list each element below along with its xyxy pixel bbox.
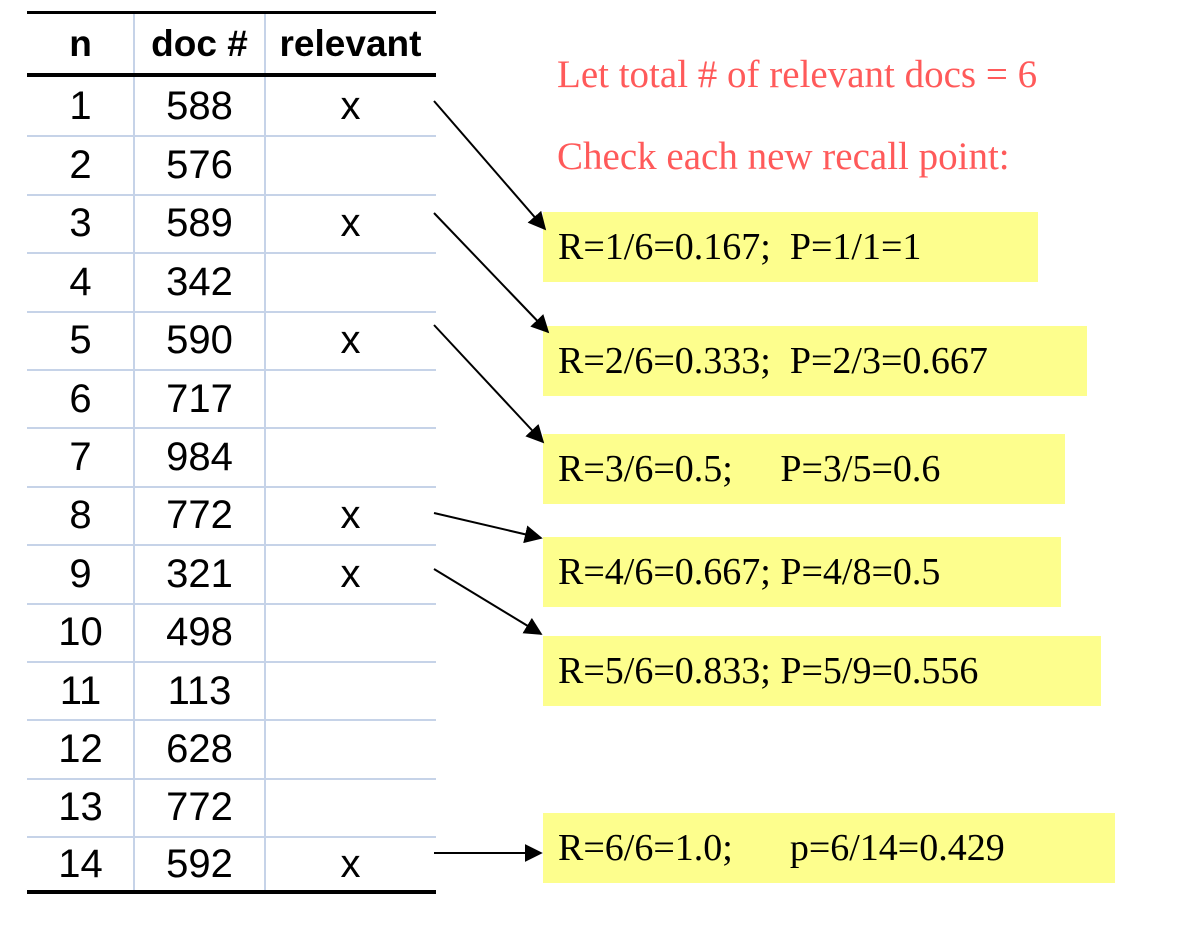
header-n: n <box>69 22 92 64</box>
cell-n: 2 <box>69 143 92 188</box>
cell-n: 5 <box>69 318 92 363</box>
cell-relevant: x <box>340 841 361 886</box>
cell-n: 9 <box>69 551 92 596</box>
arrow-row5-to-point3 <box>433 324 545 444</box>
cell-doc: 113 <box>167 668 232 713</box>
table-row: 9 321 x <box>27 544 436 603</box>
cell-doc: 772 <box>166 493 233 538</box>
cell-doc: 590 <box>166 318 233 363</box>
recall-point-5: R=5/6=0.833; P=5/9=0.556 <box>543 636 1101 706</box>
recall-point-4: R=4/6=0.667; P=4/8=0.5 <box>543 537 1061 607</box>
cell-relevant: x <box>340 83 361 128</box>
arrow-row8-to-point4 <box>433 512 543 544</box>
cell-doc: 576 <box>166 143 233 188</box>
cell-n: 3 <box>69 201 92 246</box>
table-row: 6 717 <box>27 368 436 428</box>
table-row: 10 498 <box>27 602 436 661</box>
cell-doc: 321 <box>166 551 233 596</box>
cell-doc: 342 <box>166 259 233 304</box>
check-recall-note: Check each new recall point: <box>557 135 1010 178</box>
cell-n: 7 <box>69 435 92 480</box>
cell-doc: 717 <box>166 376 233 421</box>
cell-doc: 592 <box>166 841 233 886</box>
arrow-row9-to-point5 <box>433 568 543 635</box>
table-row: 13 772 <box>27 777 436 837</box>
table-row: 1 588 x <box>27 77 436 136</box>
cell-n: 14 <box>58 841 103 886</box>
cell-doc: 628 <box>166 726 233 771</box>
cell-n: 10 <box>58 610 103 655</box>
cell-doc: 984 <box>166 435 233 480</box>
cell-n: 4 <box>69 259 92 304</box>
arrow-row3-to-point2 <box>433 212 550 334</box>
table-row: 11 113 <box>27 660 436 720</box>
cell-doc: 772 <box>166 785 233 830</box>
total-relevant-note: Let total # of relevant docs = 6 <box>557 53 1038 96</box>
cell-n: 8 <box>69 493 92 538</box>
cell-relevant: x <box>340 201 361 246</box>
table-body: 1 588 x 2 576 3 589 x 4 342 5 590 x 6 717 7 984 8 772 x 9 321… <box>27 77 436 895</box>
ranking-table: n doc # relevant 1 588 x 2 576 3 589 x 4 342 5 590 x… <box>27 11 436 895</box>
recall-point-2: R=2/6=0.333; P=2/3=0.667 <box>543 326 1087 396</box>
header-relevant: relevant <box>279 22 422 64</box>
cell-n: 13 <box>58 785 103 830</box>
table-row: 8 772 x <box>27 485 436 545</box>
table-row: 4 342 <box>27 252 436 311</box>
recall-point-6: R=6/6=1.0; p=6/14=0.429 <box>543 813 1115 883</box>
table-row: 12 628 <box>27 719 436 778</box>
cell-n: 1 <box>69 83 92 128</box>
cell-n: 6 <box>69 376 92 421</box>
cell-n: 11 <box>59 668 102 713</box>
cell-doc: 588 <box>166 83 233 128</box>
recall-point-3: R=3/6=0.5; P=3/5=0.6 <box>543 434 1065 504</box>
cell-relevant: x <box>340 318 361 363</box>
table-header: n doc # relevant <box>27 11 436 77</box>
table-row: 14 592 x <box>27 836 436 895</box>
recall-point-1: R=1/6=0.167; P=1/1=1 <box>543 212 1038 282</box>
cell-n: 12 <box>58 726 103 771</box>
arrow-row1-to-point1 <box>433 100 547 231</box>
header-doc: doc # <box>151 22 248 64</box>
cell-doc: 498 <box>166 610 233 655</box>
cell-doc: 589 <box>166 201 233 246</box>
table-row: 5 590 x <box>27 310 436 369</box>
cell-relevant: x <box>340 493 361 538</box>
cell-relevant: x <box>340 551 361 596</box>
table-row: 2 576 <box>27 135 436 194</box>
table-row: 3 589 x <box>27 193 436 253</box>
table-row: 7 984 <box>27 427 436 486</box>
